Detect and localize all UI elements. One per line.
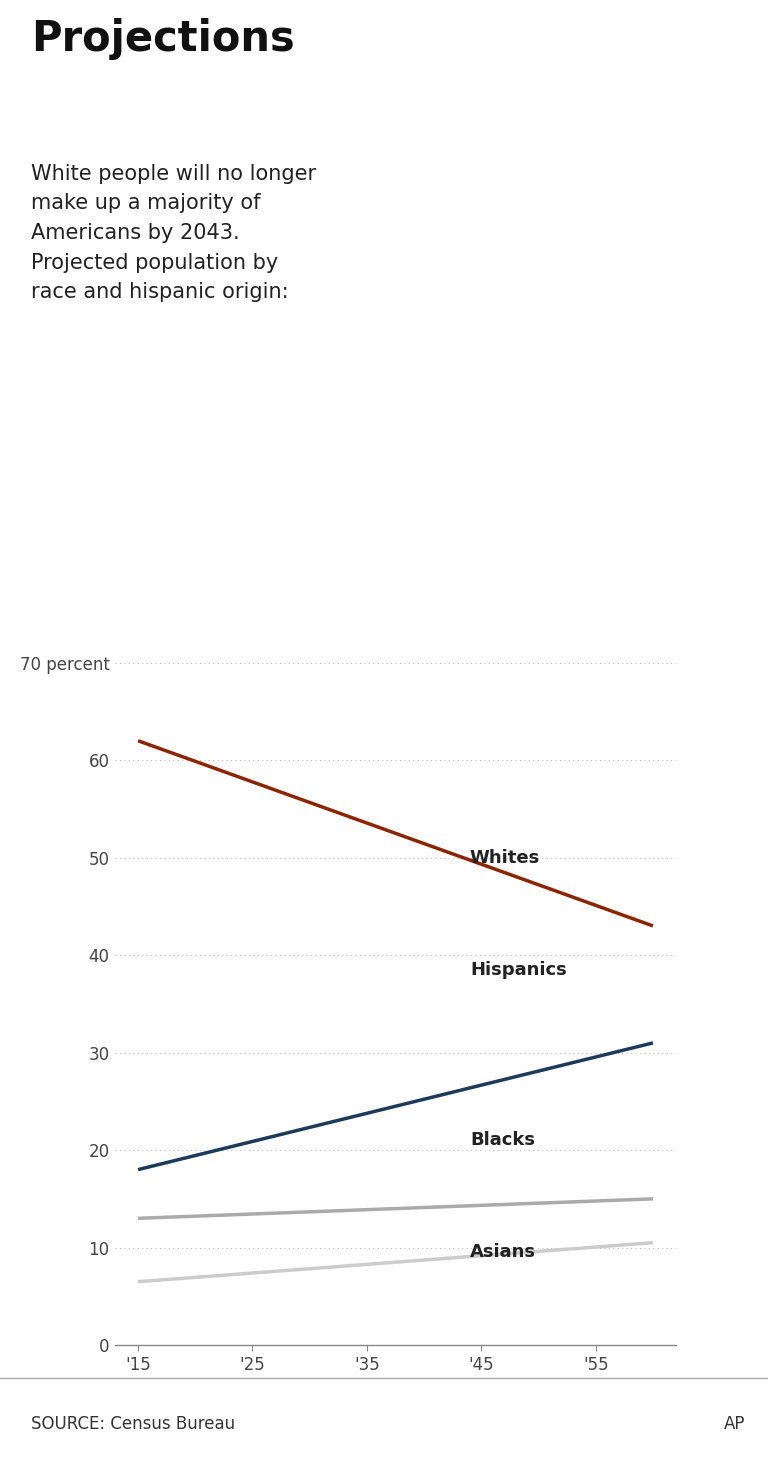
Text: SOURCE: Census Bureau: SOURCE: Census Bureau xyxy=(31,1415,235,1433)
Text: Hispanics: Hispanics xyxy=(470,961,567,978)
Text: Whites: Whites xyxy=(470,849,540,867)
Text: Blacks: Blacks xyxy=(470,1132,535,1149)
Text: Asians: Asians xyxy=(470,1244,536,1262)
Text: White people will no longer
make up a majority of
Americans by 2043.
Projected p: White people will no longer make up a ma… xyxy=(31,164,316,303)
Text: AP: AP xyxy=(723,1415,745,1433)
Text: Projections: Projections xyxy=(31,18,294,60)
